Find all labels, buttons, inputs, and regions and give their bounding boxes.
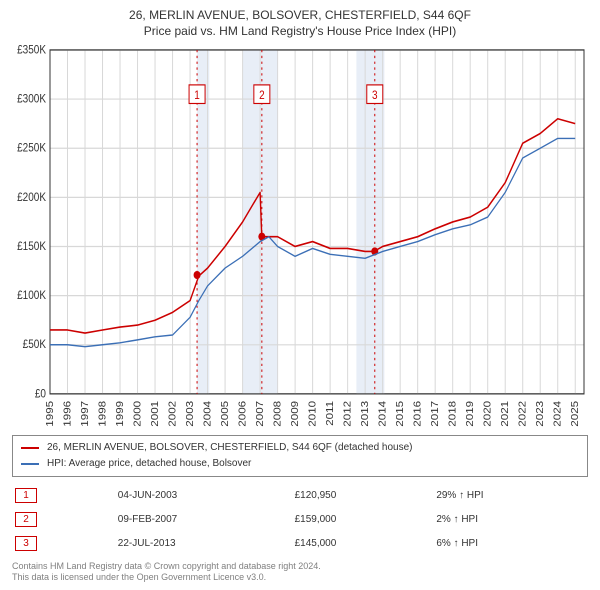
marker-cell-num: 2 — [14, 509, 115, 531]
svg-text:2012: 2012 — [342, 401, 353, 427]
svg-text:2023: 2023 — [535, 401, 546, 427]
svg-text:2011: 2011 — [325, 401, 336, 426]
marker-cell-price: £159,000 — [294, 509, 434, 531]
svg-text:2001: 2001 — [150, 401, 161, 427]
svg-text:2017: 2017 — [430, 401, 441, 427]
chart-container: 26, MERLIN AVENUE, BOLSOVER, CHESTERFIEL… — [0, 0, 600, 590]
marker-number: 2 — [15, 512, 37, 527]
svg-text:2025: 2025 — [570, 401, 581, 427]
legend-row: 26, MERLIN AVENUE, BOLSOVER, CHESTERFIEL… — [21, 440, 579, 456]
chart-plot: £0 £50K £100K £150K £200K £250K £300K £350K 1995… — [10, 43, 590, 426]
svg-text:£300K: £300K — [17, 93, 47, 106]
svg-text:2002: 2002 — [167, 401, 178, 427]
svg-text:3: 3 — [372, 89, 378, 102]
marker-cell-date: 09-FEB-2007 — [117, 509, 292, 531]
svg-text:2: 2 — [259, 89, 265, 102]
footer-line-1: Contains HM Land Registry data © Crown c… — [12, 561, 321, 571]
marker-cell-price: £120,950 — [294, 485, 434, 507]
marker-row: 2 09-FEB-2007 £159,000 2% ↑ HPI — [14, 509, 586, 531]
marker-row: 3 22-JUL-2013 £145,000 6% ↑ HPI — [14, 533, 586, 555]
svg-text:£0: £0 — [35, 388, 46, 401]
chart-title: 26, MERLIN AVENUE, BOLSOVER, CHESTERFIEL… — [10, 8, 590, 24]
marker-cell-delta: 29% ↑ HPI — [435, 485, 586, 507]
svg-text:1996: 1996 — [62, 401, 73, 427]
svg-text:1999: 1999 — [115, 401, 126, 427]
chart-subtitle: Price paid vs. HM Land Registry's House … — [10, 24, 590, 40]
marker-cell-num: 1 — [14, 485, 115, 507]
legend-swatch — [21, 463, 39, 465]
svg-text:2010: 2010 — [307, 401, 318, 427]
svg-text:£150K: £150K — [17, 241, 47, 254]
svg-text:1: 1 — [194, 89, 200, 102]
svg-text:2008: 2008 — [272, 401, 283, 427]
svg-text:2007: 2007 — [255, 401, 266, 427]
marker-table: 1 04-JUN-2003 £120,950 29% ↑ HPI 2 09-FE… — [12, 483, 588, 557]
svg-text:£100K: £100K — [17, 290, 47, 303]
svg-text:2004: 2004 — [202, 401, 213, 427]
marker-cell-date: 22-JUL-2013 — [117, 533, 292, 555]
svg-text:1995: 1995 — [45, 401, 56, 427]
svg-text:2013: 2013 — [360, 401, 371, 427]
marker-cell-date: 04-JUN-2003 — [117, 485, 292, 507]
svg-text:1998: 1998 — [97, 401, 108, 427]
svg-text:2006: 2006 — [237, 401, 248, 427]
legend: 26, MERLIN AVENUE, BOLSOVER, CHESTERFIEL… — [12, 435, 588, 477]
svg-text:2021: 2021 — [500, 401, 511, 427]
footer-line-2: This data is licensed under the Open Gov… — [12, 572, 266, 582]
chart-svg: £0 £50K £100K £150K £200K £250K £300K £350K 1995… — [10, 43, 590, 426]
legend-label: HPI: Average price, detached house, Bols… — [47, 458, 251, 469]
svg-text:2024: 2024 — [552, 401, 563, 427]
svg-text:2016: 2016 — [412, 401, 423, 427]
svg-text:2014: 2014 — [377, 401, 388, 427]
svg-text:2018: 2018 — [447, 401, 458, 427]
marker-cell-price: £145,000 — [294, 533, 434, 555]
legend-label: 26, MERLIN AVENUE, BOLSOVER, CHESTERFIEL… — [47, 442, 413, 453]
marker-row: 1 04-JUN-2003 £120,950 29% ↑ HPI — [14, 485, 586, 507]
legend-row: HPI: Average price, detached house, Bols… — [21, 456, 579, 472]
svg-text:2020: 2020 — [482, 401, 493, 427]
svg-text:2015: 2015 — [395, 401, 406, 427]
marker-number: 3 — [15, 536, 37, 551]
svg-text:1997: 1997 — [80, 401, 91, 427]
svg-text:£200K: £200K — [17, 191, 47, 204]
marker-cell-delta: 6% ↑ HPI — [435, 533, 586, 555]
svg-text:£250K: £250K — [17, 142, 47, 155]
marker-number: 1 — [15, 488, 37, 503]
svg-text:2005: 2005 — [220, 401, 231, 427]
marker-cell-delta: 2% ↑ HPI — [435, 509, 586, 531]
svg-text:2009: 2009 — [290, 401, 301, 427]
svg-text:£350K: £350K — [17, 44, 47, 57]
svg-text:2000: 2000 — [132, 401, 143, 427]
svg-text:2003: 2003 — [185, 401, 196, 427]
marker-cell-num: 3 — [14, 533, 115, 555]
svg-text:2019: 2019 — [465, 401, 476, 427]
svg-text:2022: 2022 — [517, 401, 528, 427]
legend-swatch — [21, 447, 39, 449]
footer-note: Contains HM Land Registry data © Crown c… — [12, 561, 588, 584]
svg-text:£50K: £50K — [23, 339, 47, 352]
